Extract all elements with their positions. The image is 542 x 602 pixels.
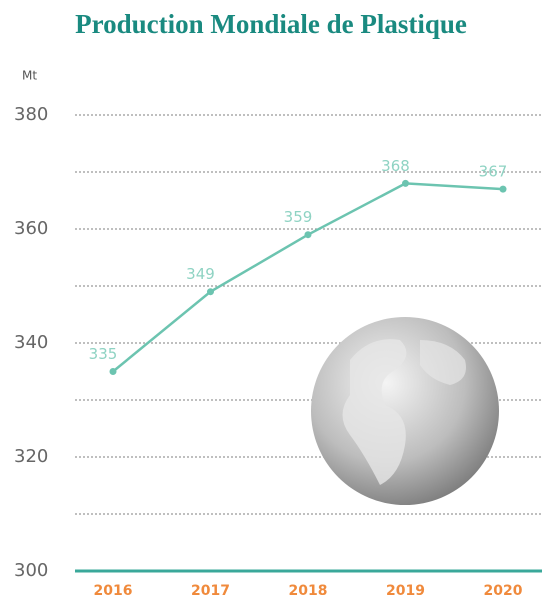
point xyxy=(207,288,214,296)
y-tick-label: 380 xyxy=(14,104,48,125)
data-label: 368 xyxy=(381,157,410,175)
globe xyxy=(311,317,499,505)
y-unit: Mt xyxy=(22,69,37,83)
point xyxy=(499,185,507,193)
x-tick-label: 2018 xyxy=(289,583,328,599)
point xyxy=(109,368,117,375)
x-tick-label: 2020 xyxy=(484,583,523,599)
point xyxy=(402,179,409,187)
data-label: 359 xyxy=(284,208,313,226)
x-tick-label: 2017 xyxy=(191,583,230,599)
x-tick-label: 2019 xyxy=(386,583,425,599)
data-label: 367 xyxy=(479,163,508,181)
continent xyxy=(420,340,466,385)
y-tick-label: 360 xyxy=(14,218,48,239)
data-label: 349 xyxy=(186,265,215,283)
y-tick-label: 320 xyxy=(14,446,48,467)
point xyxy=(304,231,312,239)
data-label: 335 xyxy=(89,345,118,363)
continent xyxy=(342,339,407,485)
y-tick-label: 300 xyxy=(14,560,48,581)
y-tick-label: 340 xyxy=(14,332,48,353)
chart-title: Production Mondiale de Plastique xyxy=(75,9,467,39)
globe-illustration xyxy=(311,317,499,505)
x-tick-label: 2016 xyxy=(94,583,133,599)
